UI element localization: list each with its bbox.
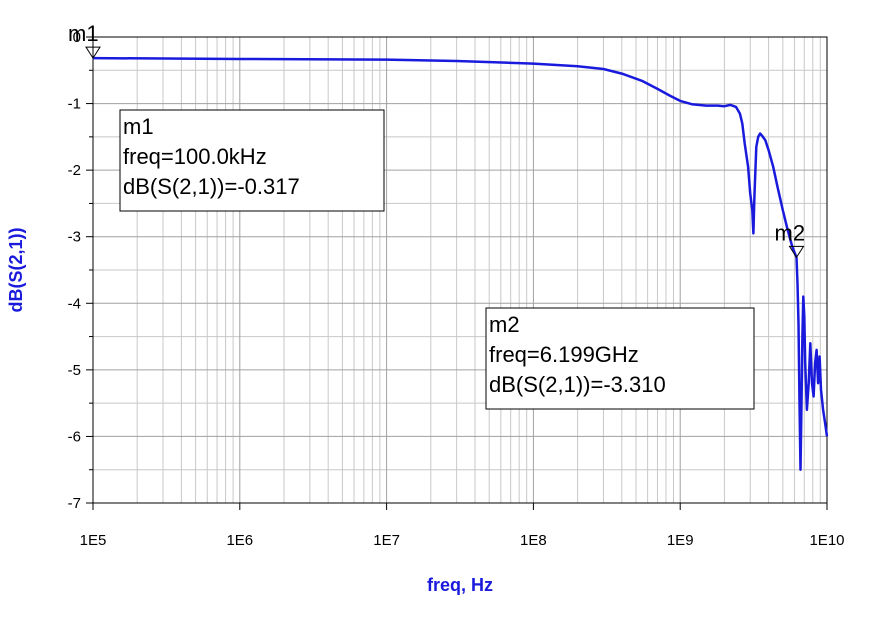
x-tick-label: 1E9 [667, 532, 694, 549]
y-tick-label: -4 [68, 295, 81, 312]
y-tick-label: -5 [68, 362, 81, 379]
series-layer [92, 56, 829, 471]
x-tick-label: 1E5 [80, 532, 107, 549]
m2-readout-line: freq=6.199GHz [489, 342, 639, 367]
m1-readout-box [119, 109, 385, 212]
y-tick-label: -7 [68, 495, 81, 512]
y-tick-label: -3 [68, 229, 81, 246]
marker-layer: m1 m2 [68, 21, 806, 259]
m1-marker-label: m1 [68, 21, 99, 46]
y-tick-label: -2 [68, 162, 81, 179]
x-tick-labels: 1E5 1E6 1E7 1E8 1E9 1E10 [80, 532, 845, 549]
axis-ticks [86, 36, 828, 510]
m1-readout-line: freq=100.0kHz [123, 144, 267, 169]
x-tick-label: 1E7 [373, 532, 400, 549]
m2-marker-triangle [788, 245, 805, 259]
y-axis-title: dB(S(2,1)) [6, 227, 26, 312]
x-tick-label: 1E10 [809, 532, 844, 549]
m2-readout-box [485, 307, 755, 410]
m2-marker-label: m2 [775, 220, 806, 245]
y-tick-label: 0 [73, 29, 81, 46]
x-axis-title: freq, Hz [427, 575, 493, 595]
m1-marker-triangle [85, 46, 101, 60]
m2-readout-line: dB(S(2,1))=-3.310 [489, 372, 666, 397]
m2-readout-line: m2 [489, 312, 520, 337]
marker-readouts: m1 freq=100.0kHz dB(S(2,1))=-0.317 m2 freq=6… [119, 109, 755, 410]
m1-readout-line: dB(S(2,1))=-0.317 [123, 174, 300, 199]
series-line [92, 56, 829, 471]
x-tick-label: 1E8 [520, 532, 547, 549]
x-tick-label: 1E6 [226, 532, 253, 549]
m1-readout-line: m1 [123, 114, 154, 139]
y-tick-labels: 0 -1 -2 -3 -4 -5 -6 -7 [68, 29, 81, 512]
y-tick-label: -6 [68, 428, 81, 445]
y-tick-label: -1 [68, 96, 81, 113]
